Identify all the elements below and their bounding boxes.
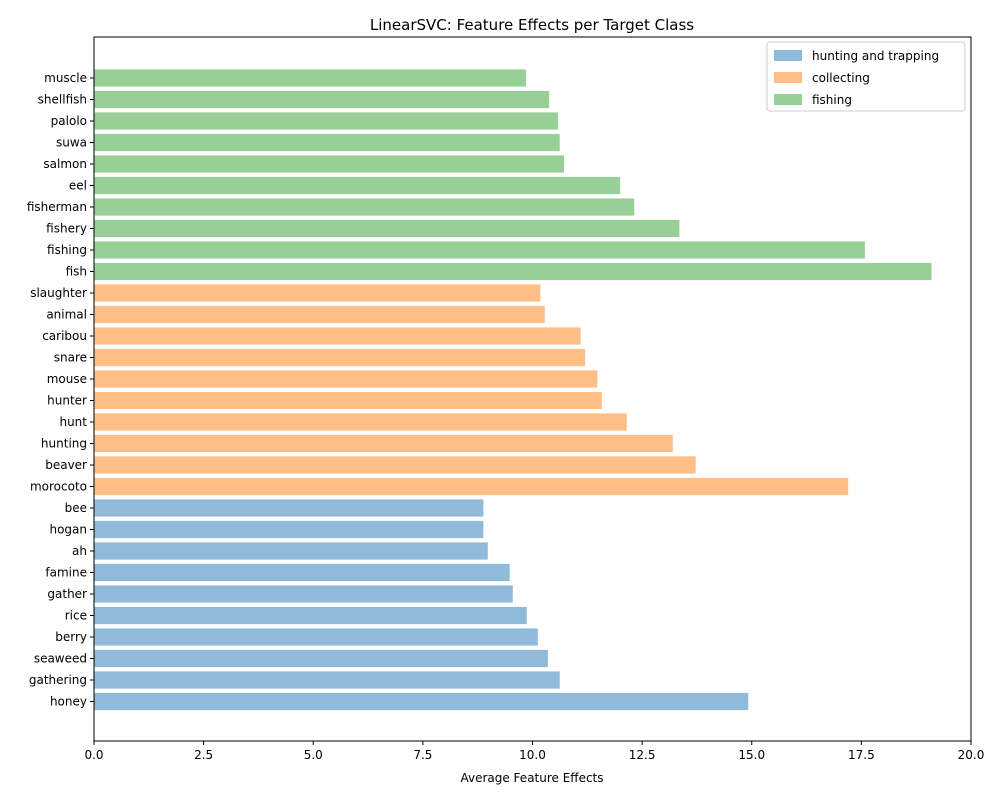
bar (94, 112, 558, 130)
legend-label: collecting (812, 71, 870, 85)
x-tick-label: 0.0 (84, 748, 103, 762)
legend-label: fishing (812, 93, 852, 107)
y-tick-label: rice (65, 609, 87, 623)
bar (94, 671, 560, 689)
x-tick-label: 5.0 (304, 748, 323, 762)
bar (94, 434, 673, 453)
bar (94, 456, 696, 474)
y-tick-label: honey (50, 695, 87, 709)
x-tick-label: 17.5 (848, 748, 875, 762)
bar (94, 649, 548, 668)
x-tick-label: 7.5 (413, 748, 432, 762)
y-tick-label: salmon (43, 157, 87, 171)
legend-swatch (774, 72, 802, 83)
bar (94, 520, 484, 539)
legend-swatch (774, 94, 802, 105)
chart-title: LinearSVC: Feature Effects per Target Cl… (370, 16, 694, 34)
bar (94, 241, 865, 259)
x-tick-label: 10.0 (519, 748, 546, 762)
bar (94, 284, 541, 302)
y-tick-label: fishery (46, 222, 87, 236)
y-tick-label: shellfish (38, 93, 87, 107)
y-tick-label: famine (45, 566, 87, 580)
bar (94, 305, 545, 324)
bars-group (94, 69, 932, 711)
y-tick-label: hunt (59, 415, 87, 429)
bar (94, 327, 581, 345)
y-tick-label: mouse (47, 372, 87, 386)
y-tick-label: slaughter (30, 286, 87, 300)
x-axis-label: Average Feature Effects (460, 771, 603, 785)
y-tick-label: gathering (29, 673, 87, 687)
bar (94, 69, 526, 87)
legend-swatch (774, 50, 802, 61)
y-tick-label: hogan (49, 523, 87, 537)
y-tick-label: fishing (47, 243, 87, 257)
y-tick-label: bee (65, 501, 87, 515)
bar (94, 413, 627, 431)
bar (94, 198, 635, 216)
bar (94, 262, 932, 281)
bar (94, 542, 488, 560)
y-tick-label: muscle (44, 71, 87, 85)
bar (94, 585, 513, 603)
y-tick-label: morocoto (30, 480, 87, 494)
y-tick-label: animal (46, 308, 87, 322)
bar (94, 133, 560, 152)
y-tick-label: berry (55, 630, 87, 644)
y-tick-label: caribou (42, 329, 87, 343)
bar (94, 348, 586, 367)
bar (94, 370, 598, 388)
x-tick-label: 2.5 (194, 748, 213, 762)
bar (94, 499, 484, 517)
bar (94, 606, 527, 625)
y-tick-label: eel (69, 179, 87, 193)
x-axis: 0.0 2.5 5.0 7.5 10.0 12.5 15.0 17.5 20.0 (84, 741, 984, 762)
y-axis: honey gathering seaweed berry rice gather fami… (27, 71, 94, 709)
y-tick-label: ah (72, 544, 87, 558)
bar (94, 692, 749, 711)
y-tick-label: suwa (56, 136, 87, 150)
y-tick-label: fisherman (27, 200, 87, 214)
legend-box (766, 41, 966, 112)
y-tick-label: palolo (51, 114, 87, 128)
bar (94, 477, 849, 496)
y-tick-label: gather (47, 587, 87, 601)
y-tick-label: seaweed (34, 652, 87, 666)
y-tick-label: beaver (45, 458, 87, 472)
bar (94, 155, 565, 173)
bar (94, 563, 510, 582)
x-tick-label: 15.0 (738, 748, 765, 762)
bar (94, 219, 680, 238)
y-tick-label: hunter (47, 394, 87, 408)
bar (94, 90, 550, 109)
x-tick-label: 12.5 (629, 748, 656, 762)
x-tick-label: 20.0 (958, 748, 985, 762)
legend: hunting and trapping collecting fishing (766, 41, 966, 112)
bar (94, 628, 538, 646)
legend-label: hunting and trapping (812, 49, 939, 63)
bar (94, 176, 621, 195)
bar (94, 391, 602, 410)
y-tick-label: hunting (41, 437, 87, 451)
y-tick-label: fish (66, 265, 87, 279)
y-tick-label: snare (54, 351, 87, 365)
